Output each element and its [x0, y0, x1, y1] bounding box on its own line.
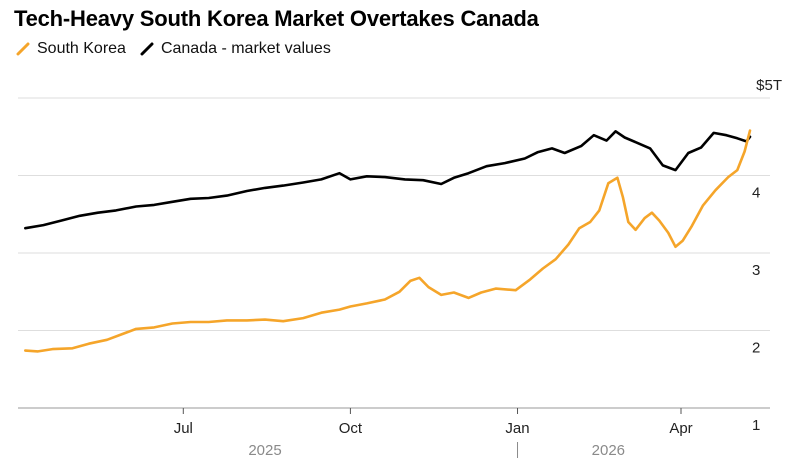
x-tick-label: Jul [174, 420, 193, 437]
series-line-south-korea [24, 129, 752, 353]
legend-swatch-south-korea [16, 42, 30, 56]
y-tick-label: 3 [752, 262, 760, 279]
legend-item-south-korea: South Korea [16, 40, 126, 58]
year-label: 2025 [248, 442, 281, 459]
year-label: 2026 [592, 442, 625, 459]
x-tick-label: Oct [339, 420, 363, 437]
x-tick-label: Apr [669, 420, 692, 437]
legend-item-canada: Canada - market values [140, 40, 331, 58]
chart-title: Tech-Heavy South Korea Market Overtakes … [14, 6, 539, 31]
x-tick-label: Jan [505, 420, 529, 437]
legend-label-canada: Canada - market values [160, 40, 331, 57]
y-tick-label: $5T [756, 77, 782, 94]
legend-label-south-korea: South Korea [37, 40, 126, 57]
chart-legend: South Korea Canada - market values [16, 40, 345, 58]
legend-swatch-canada [140, 42, 154, 56]
y-tick-label: 2 [752, 340, 760, 357]
series-line-canada [24, 130, 752, 230]
y-tick-label: 4 [752, 185, 760, 202]
y-tick-label: 1 [752, 417, 760, 434]
